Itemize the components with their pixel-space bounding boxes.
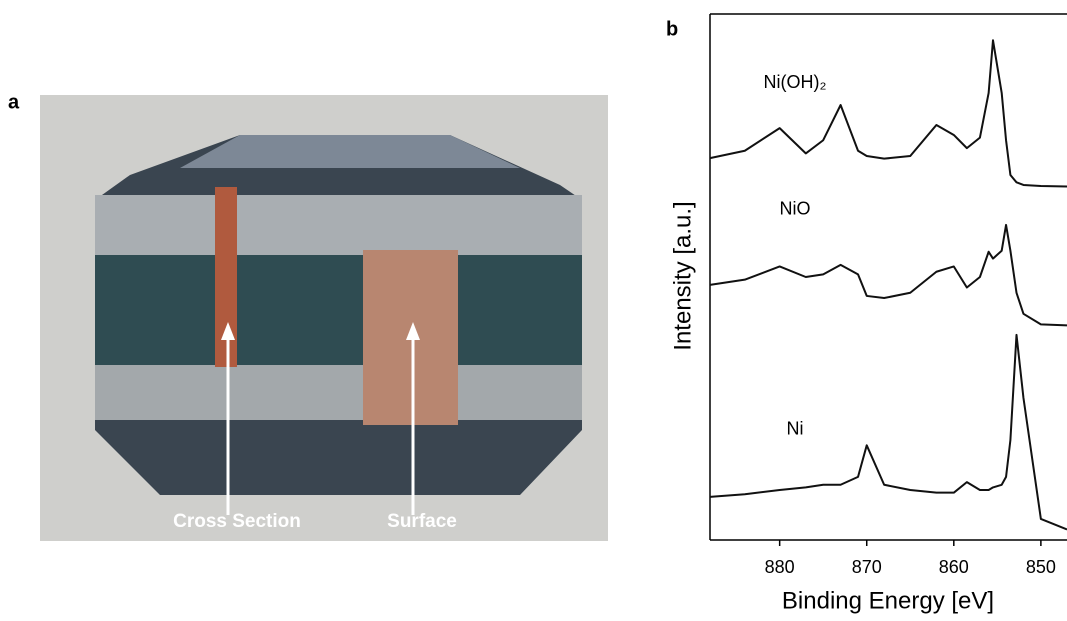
figure: a b Cross Section Surface Intensity [a.u…: [0, 0, 1067, 616]
x-tick-label: 860: [939, 557, 969, 577]
series-label: NiO: [780, 199, 811, 219]
page: a b Cross Section Surface Intensity [a.u…: [0, 0, 1067, 616]
y-axis-label: Intensity [a.u.]: [669, 201, 696, 350]
x-tick-label: 870: [852, 557, 882, 577]
photo-annotation: Cross Section: [173, 511, 301, 532]
photo-annotation: Surface: [387, 511, 457, 532]
tape-bottom: [95, 365, 582, 420]
series-label: Ni: [787, 419, 804, 439]
spectrum: [710, 40, 1067, 186]
series-label: Ni(OH)₂: [764, 72, 827, 92]
spectrum: [710, 335, 1067, 530]
photo: Cross Section Surface: [40, 95, 608, 541]
plate-middle: [95, 255, 582, 365]
x-axis-label: Binding Energy [eV]: [782, 587, 994, 614]
tape-top: [95, 195, 582, 255]
panel-label: a: [8, 91, 20, 113]
panel-label: b: [666, 18, 678, 40]
spectrum: [710, 225, 1067, 325]
x-tick-label: 880: [765, 557, 795, 577]
x-tick-label: 850: [1026, 557, 1056, 577]
